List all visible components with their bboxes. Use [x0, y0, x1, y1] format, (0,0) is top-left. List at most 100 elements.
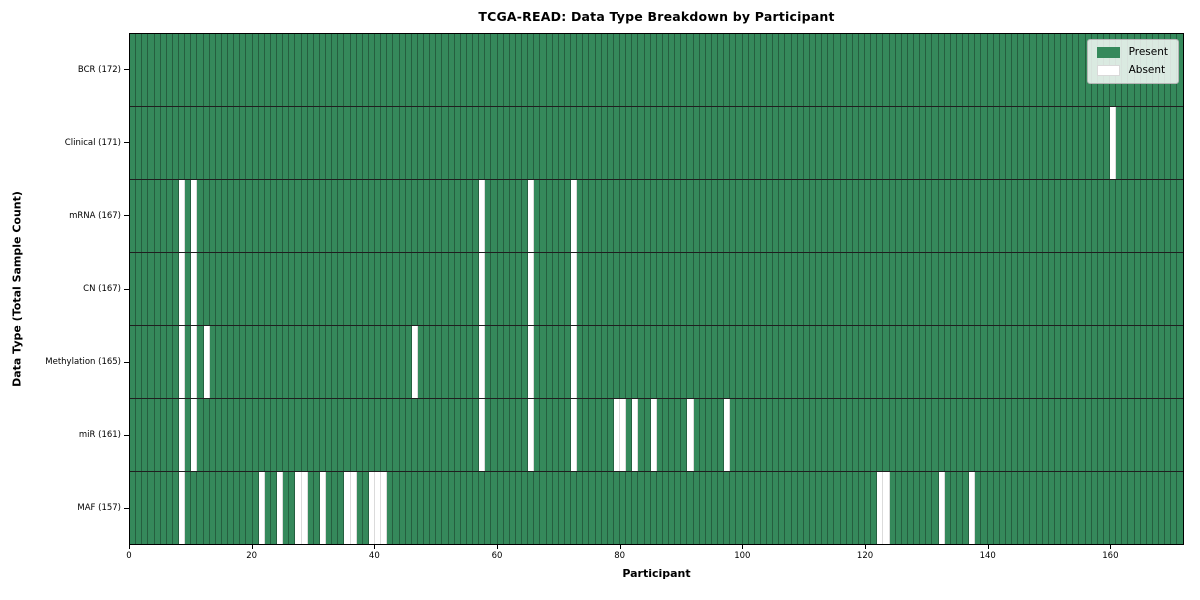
matrix-cell	[148, 253, 155, 325]
y-tick-label: miR (161)	[78, 430, 121, 441]
matrix-cell	[264, 326, 271, 398]
matrix-cell	[491, 34, 498, 106]
matrix-cell	[742, 253, 749, 325]
matrix-cell	[956, 326, 963, 398]
matrix-cell	[577, 34, 584, 106]
matrix-cell	[595, 326, 602, 398]
matrix-cell	[1122, 326, 1129, 398]
matrix-cell	[362, 107, 369, 179]
matrix-cell	[1054, 399, 1061, 471]
matrix-cell	[252, 180, 259, 252]
matrix-cell	[393, 472, 400, 544]
matrix-cell	[264, 180, 271, 252]
matrix-cell	[460, 326, 467, 398]
matrix-cell	[1079, 326, 1086, 398]
matrix-cell	[546, 253, 553, 325]
matrix-cell	[607, 326, 614, 398]
matrix-cell	[956, 472, 963, 544]
matrix-cell	[564, 399, 571, 471]
matrix-cell	[883, 253, 890, 325]
matrix-cell	[724, 326, 731, 398]
matrix-cell	[148, 34, 155, 106]
matrix-cell	[969, 326, 976, 398]
matrix-cell	[687, 399, 694, 471]
matrix-cell	[411, 253, 418, 325]
matrix-cell	[503, 399, 510, 471]
matrix-cell	[246, 472, 253, 544]
matrix-cell	[362, 326, 369, 398]
matrix-cell	[515, 34, 522, 106]
matrix-cell	[326, 34, 333, 106]
matrix-cell	[246, 107, 253, 179]
matrix-cell	[791, 399, 798, 471]
matrix-cell	[362, 399, 369, 471]
matrix-cell	[319, 180, 326, 252]
matrix-cell	[387, 399, 394, 471]
matrix-cell	[1054, 253, 1061, 325]
matrix-cell	[846, 180, 853, 252]
matrix-cell	[711, 472, 718, 544]
matrix-cell	[699, 34, 706, 106]
matrix-cell	[632, 107, 639, 179]
matrix-cell	[454, 399, 461, 471]
matrix-cell	[424, 253, 431, 325]
matrix-cell	[895, 399, 902, 471]
matrix-cell	[1159, 107, 1166, 179]
matrix-cell	[969, 253, 976, 325]
matrix-cell	[436, 253, 443, 325]
matrix-cell	[479, 34, 486, 106]
matrix-cell	[301, 107, 308, 179]
matrix-cell	[460, 253, 467, 325]
matrix-cell	[705, 472, 712, 544]
matrix-cell	[1103, 180, 1110, 252]
matrix-cell	[785, 107, 792, 179]
matrix-cell	[932, 472, 939, 544]
matrix-cell	[479, 399, 486, 471]
matrix-cell	[638, 326, 645, 398]
matrix-cell	[816, 472, 823, 544]
matrix-cell	[963, 180, 970, 252]
matrix-cell	[987, 107, 994, 179]
matrix-cell	[1061, 107, 1068, 179]
matrix-cell	[436, 107, 443, 179]
matrix-cell	[454, 180, 461, 252]
matrix-cell	[1122, 107, 1129, 179]
matrix-cell	[993, 180, 1000, 252]
matrix-cell	[889, 472, 896, 544]
matrix-cell	[295, 180, 302, 252]
matrix-cell	[920, 472, 927, 544]
matrix-cell	[736, 34, 743, 106]
matrix-cell	[669, 34, 676, 106]
matrix-cell	[1061, 34, 1068, 106]
matrix-cell	[154, 326, 161, 398]
matrix-cell	[197, 326, 204, 398]
matrix-cell	[748, 253, 755, 325]
matrix-cell	[313, 253, 320, 325]
matrix-cell	[1152, 180, 1159, 252]
row-band	[130, 180, 1183, 253]
matrix-cell	[344, 180, 351, 252]
matrix-cell	[662, 253, 669, 325]
legend-swatch-absent	[1096, 65, 1120, 76]
matrix-cell	[270, 472, 277, 544]
matrix-cell	[760, 180, 767, 252]
matrix-cell	[270, 107, 277, 179]
matrix-cell	[920, 107, 927, 179]
matrix-cell	[656, 107, 663, 179]
matrix-cell	[479, 180, 486, 252]
matrix-cell	[417, 180, 424, 252]
matrix-cell	[1159, 326, 1166, 398]
matrix-cell	[1012, 107, 1019, 179]
matrix-cell	[209, 34, 216, 106]
matrix-cell	[258, 399, 265, 471]
matrix-cell	[883, 180, 890, 252]
matrix-cell	[301, 399, 308, 471]
matrix-cell	[295, 253, 302, 325]
matrix-cell	[136, 326, 143, 398]
matrix-cell	[834, 399, 841, 471]
matrix-cell	[203, 34, 210, 106]
matrix-cell	[252, 326, 259, 398]
matrix-cell	[932, 399, 939, 471]
matrix-cell	[442, 253, 449, 325]
matrix-cell	[601, 34, 608, 106]
